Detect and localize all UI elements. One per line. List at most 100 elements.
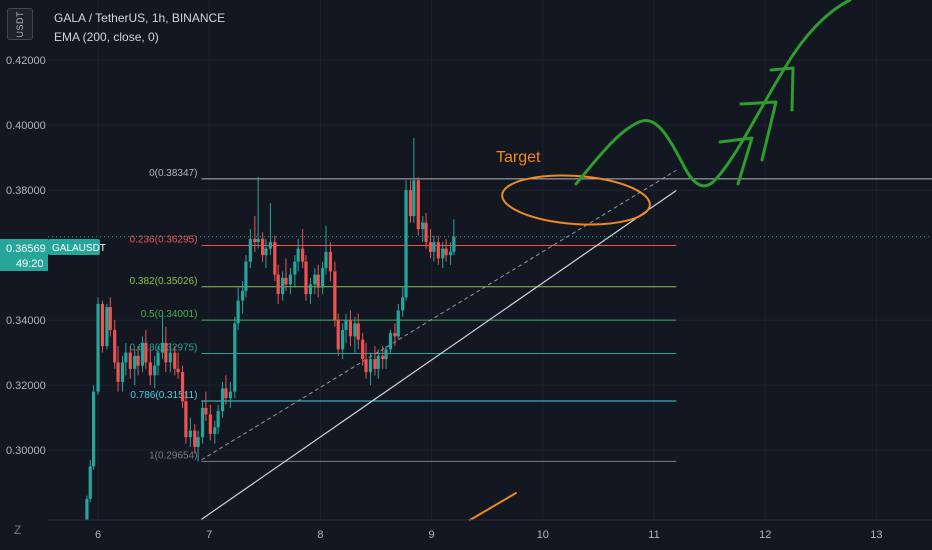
candle-body-up [216,411,220,428]
candle-body-up [233,323,237,392]
candle-body-up [404,190,408,298]
price-label-countdown: 49:20 [16,258,44,270]
candle-body-down [113,329,117,363]
x-tick-label: 11 [648,529,659,541]
candle-body-up [91,391,96,467]
annotations[interactable]: Target [469,0,852,521]
symbol-title[interactable]: GALA / TetherUS, 1h, BINANCE [54,11,226,25]
candle-body-down [373,359,377,369]
ascending-trendline[interactable] [201,189,677,520]
arrow-head-1 [718,136,754,186]
candle-body-down [348,320,353,337]
candle-body-up [421,222,425,230]
x-tick-label: 8 [317,529,323,541]
candle-body-up [293,261,297,275]
candle-body-up [160,342,165,353]
candle-body-down [361,339,365,360]
candle-body-down [100,303,105,347]
candle-body-down [273,242,277,275]
currency-button[interactable]: USDT [7,8,33,40]
x-tick-label: 9 [429,529,435,541]
candle-body-down [164,342,168,363]
candle-body-up [288,274,293,285]
x-tick-label: 6 [95,529,101,541]
candle-body-up [264,248,268,256]
candle-body-up [124,352,128,363]
candle-body-up [452,236,456,252]
candle-body-up [88,466,92,499]
trendlines[interactable] [201,169,677,520]
candle-body-up [401,297,405,311]
candle-body-up [244,261,248,291]
candle-body-up [156,352,160,366]
candlesticks [85,138,456,520]
y-tick-label: 0.38000 [6,185,46,197]
candle-body-up [388,333,393,350]
fib-level-label: 0(0.38347) [149,168,197,179]
arrow-head-3 [769,66,795,112]
candle-body-up [396,310,400,337]
candle-body-down [301,248,305,262]
candle-body-up [236,300,240,324]
x-tick-label: 13 [870,529,882,541]
candle-body-down [328,251,333,272]
candle-body-down [316,274,320,288]
candle-body-up [96,303,100,392]
candle-body-up [412,180,416,217]
candle-body-up [240,290,245,301]
candle-body-down [253,238,257,243]
candle-body-up [220,388,225,412]
projected-path-green[interactable] [574,0,852,188]
y-tick-label: 0.32000 [6,380,46,392]
current-price-label: GALAUSDT 0.36569 49:20 [0,239,106,271]
candle-body-down [276,274,280,295]
candle-body-down [136,355,140,366]
candle-body-down [176,368,180,373]
time-axis[interactable]: 6 7 8 9 10 11 12 13 [48,519,932,541]
candle-body-up [321,268,325,288]
candle-body-down [408,190,413,217]
currency-label: USDT [15,10,25,38]
candle-body-down [428,242,433,252]
target-ellipse[interactable] [501,171,652,229]
candle-body-up [448,251,453,256]
orange-stroke [469,492,517,521]
candle-body-up [384,349,388,360]
candle-body-down [204,407,208,415]
candle-body-down [184,401,188,438]
candle-body-down [364,359,368,373]
candle-body-up [213,427,217,434]
candle-body-down [416,180,420,230]
fib-level-label: 0.786(0.31511) [130,390,197,401]
dashed-trendline[interactable] [201,169,677,461]
candle-body-down [436,242,440,259]
candle-body-up [268,242,272,249]
candle-body-down [208,414,212,434]
x-tick-label: 10 [537,529,549,541]
candle-body-up [228,391,232,399]
candle-body-down [148,362,152,376]
y-tick-label: 0.30000 [6,445,46,457]
candle-body-up [308,284,313,295]
ema-indicator-title[interactable]: EMA (200, close, 0) [54,30,159,44]
candle-body-up [85,498,89,520]
candle-body-up [200,407,205,438]
candle-body-up [353,323,357,337]
candle-body-down [336,320,340,350]
candle-body-down [444,248,448,256]
fib-level-label: 0.236(0.36295) [130,235,198,246]
candle-body-down [356,323,360,340]
fib-level-label: 0.5(0.34001) [141,309,198,320]
price-label-box [0,239,48,271]
candle-body-down [381,355,385,360]
candle-body-down [284,277,288,285]
price-axis[interactable]: 0.42000 0.40000 0.38000 0.34000 0.32000 0.300… [6,55,46,457]
fib-level-label: 0.382(0.35026) [130,276,198,287]
candle-body-up [105,307,109,347]
price-label-value: 0.36569 [6,243,46,255]
candle-body-down [144,342,148,363]
candle-body-down [393,333,397,337]
zoom-button[interactable]: Z [14,523,22,537]
